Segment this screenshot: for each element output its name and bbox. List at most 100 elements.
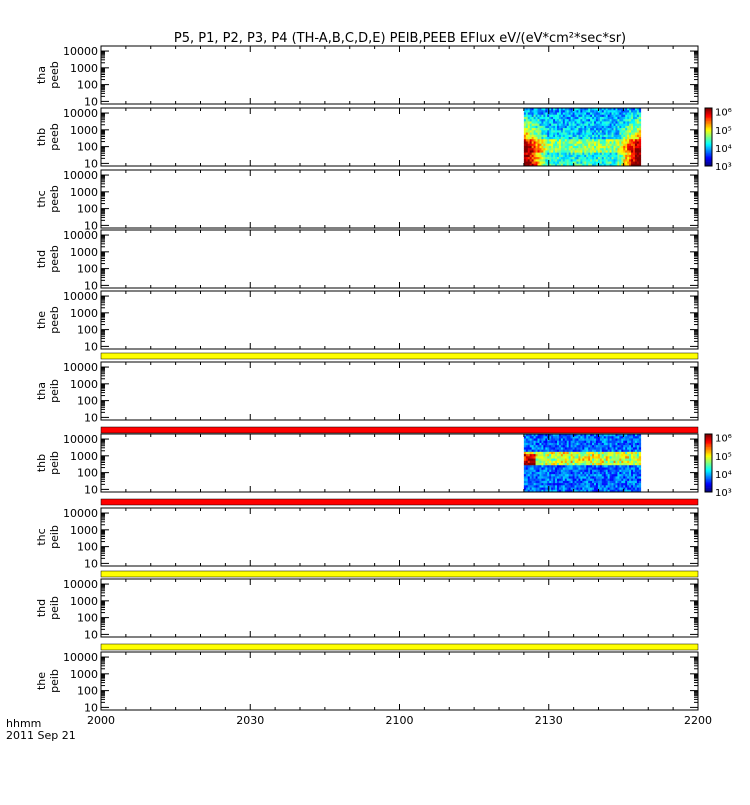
spectrogram-cell bbox=[625, 445, 628, 448]
spectrogram-cell bbox=[625, 145, 628, 149]
spectrogram-cell bbox=[570, 134, 573, 138]
spectrogram-cell bbox=[553, 489, 556, 493]
spectrogram-cell bbox=[574, 139, 577, 142]
spectrogram-cell bbox=[627, 114, 630, 118]
spectrogram-cell bbox=[545, 121, 548, 124]
spectrogram-cell bbox=[535, 148, 538, 151]
spectrogram-cell bbox=[531, 469, 534, 473]
spectrogram-cell bbox=[555, 489, 558, 493]
spectrogram-cell bbox=[576, 478, 579, 482]
spectrogram-cell bbox=[586, 434, 589, 437]
spectrogram-cell bbox=[584, 116, 587, 120]
spectrogram-cell bbox=[592, 465, 595, 468]
spectrogram-cell bbox=[625, 480, 628, 484]
spectrogram-cell bbox=[531, 434, 534, 437]
spectrogram-cell bbox=[572, 438, 575, 441]
spectrogram-cell bbox=[533, 137, 536, 140]
spectrogram-cell bbox=[590, 442, 593, 446]
spectrogram-cell bbox=[578, 445, 581, 448]
spectrogram-cell bbox=[566, 449, 569, 453]
spectrogram-cell bbox=[621, 463, 624, 466]
spectrogram-cell bbox=[594, 483, 597, 486]
spectrogram-cell bbox=[564, 128, 568, 131]
spectrogram-cell bbox=[523, 458, 527, 462]
spectrogram-cell bbox=[592, 130, 595, 133]
spectrogram-cell bbox=[564, 134, 568, 138]
spectrogram-cell bbox=[597, 476, 601, 479]
spectrogram-cell bbox=[535, 449, 538, 453]
spectrogram-cell bbox=[527, 119, 531, 122]
spectrogram-cell bbox=[615, 478, 618, 482]
spectrogram-cell bbox=[627, 154, 630, 158]
spectrogram-cell bbox=[568, 458, 571, 462]
panel-label-instrument: thb bbox=[35, 454, 48, 472]
spectrogram-cell bbox=[597, 451, 601, 455]
spectrogram-cell bbox=[557, 454, 560, 457]
spectrogram-cell bbox=[533, 487, 536, 491]
spectrogram-cell bbox=[609, 474, 612, 477]
spectrogram-cell bbox=[562, 108, 566, 111]
spectrogram-cell bbox=[564, 489, 568, 493]
spectrogram-cell bbox=[578, 110, 581, 113]
spectrogram-cell bbox=[568, 114, 571, 118]
spectrogram-cell bbox=[564, 487, 568, 491]
spectrogram-cell bbox=[597, 114, 601, 118]
spectrogram-cell bbox=[551, 476, 554, 479]
spectrogram-cell bbox=[527, 128, 531, 131]
spectrogram-cell bbox=[638, 447, 642, 450]
spectrogram-cell bbox=[525, 130, 529, 133]
spectrogram-cell bbox=[611, 485, 614, 488]
spectrogram-cell bbox=[570, 463, 573, 466]
spectrogram-cell bbox=[617, 440, 620, 444]
spectrogram-cell bbox=[590, 467, 593, 470]
spectrogram-cell bbox=[537, 148, 540, 151]
spectrogram-cell bbox=[609, 132, 612, 136]
spectrogram-cell bbox=[539, 152, 542, 156]
spectrogram-cell bbox=[574, 471, 577, 475]
y-tick-label: 1000 bbox=[70, 124, 98, 137]
spectrogram-cell bbox=[543, 485, 546, 488]
spectrogram-cell bbox=[615, 449, 618, 453]
spectrogram-cell bbox=[615, 114, 618, 118]
spectrogram-cell bbox=[595, 119, 599, 122]
spectrogram-cell bbox=[621, 447, 624, 450]
spectrogram-cell bbox=[535, 469, 538, 473]
spectrogram-cell bbox=[629, 460, 632, 464]
spectrogram-cell bbox=[636, 445, 640, 448]
spectrogram-cell bbox=[617, 112, 620, 115]
spectrogram-cell bbox=[533, 480, 536, 484]
spectrogram-cell bbox=[582, 152, 585, 156]
spectrogram-cell bbox=[629, 456, 632, 459]
spectrogram-cell bbox=[553, 471, 556, 475]
spectrogram-cell bbox=[615, 474, 618, 477]
spectrogram-cell bbox=[553, 141, 556, 144]
spectrogram-cell bbox=[605, 485, 608, 488]
spectrogram-cell bbox=[551, 474, 554, 477]
spectrogram-cell bbox=[525, 469, 529, 473]
spectrogram-cell bbox=[564, 467, 568, 470]
spectrogram-cell bbox=[636, 440, 640, 444]
colorbar-tick-label: 10⁶ bbox=[715, 108, 732, 119]
spectrogram-cell bbox=[560, 157, 564, 160]
spectrogram-cell bbox=[555, 487, 558, 491]
spectrogram-cell bbox=[584, 130, 587, 133]
spectrogram-cell bbox=[617, 454, 620, 457]
spectrogram-cell bbox=[531, 125, 534, 129]
spectrogram-thb_peeb bbox=[523, 108, 642, 167]
spectrogram-cell bbox=[588, 474, 591, 477]
spectrogram-cell bbox=[599, 471, 603, 475]
spectrogram-cell bbox=[568, 434, 571, 437]
spectrogram-cell bbox=[560, 451, 564, 455]
spectrogram-cell bbox=[582, 460, 585, 464]
spectrogram-cell bbox=[621, 130, 624, 133]
spectrogram-cell bbox=[529, 137, 532, 140]
spectrogram-cell bbox=[537, 489, 540, 493]
spectrogram-cell bbox=[613, 449, 616, 453]
spectrogram-cell bbox=[599, 143, 603, 147]
spectrogram-cell bbox=[603, 123, 607, 127]
spectrogram-cell bbox=[576, 483, 579, 486]
colorbar-step bbox=[705, 481, 712, 484]
spectrogram-cell bbox=[576, 489, 579, 493]
spectrogram-cell bbox=[568, 134, 571, 138]
spectrogram-cell bbox=[551, 157, 554, 160]
